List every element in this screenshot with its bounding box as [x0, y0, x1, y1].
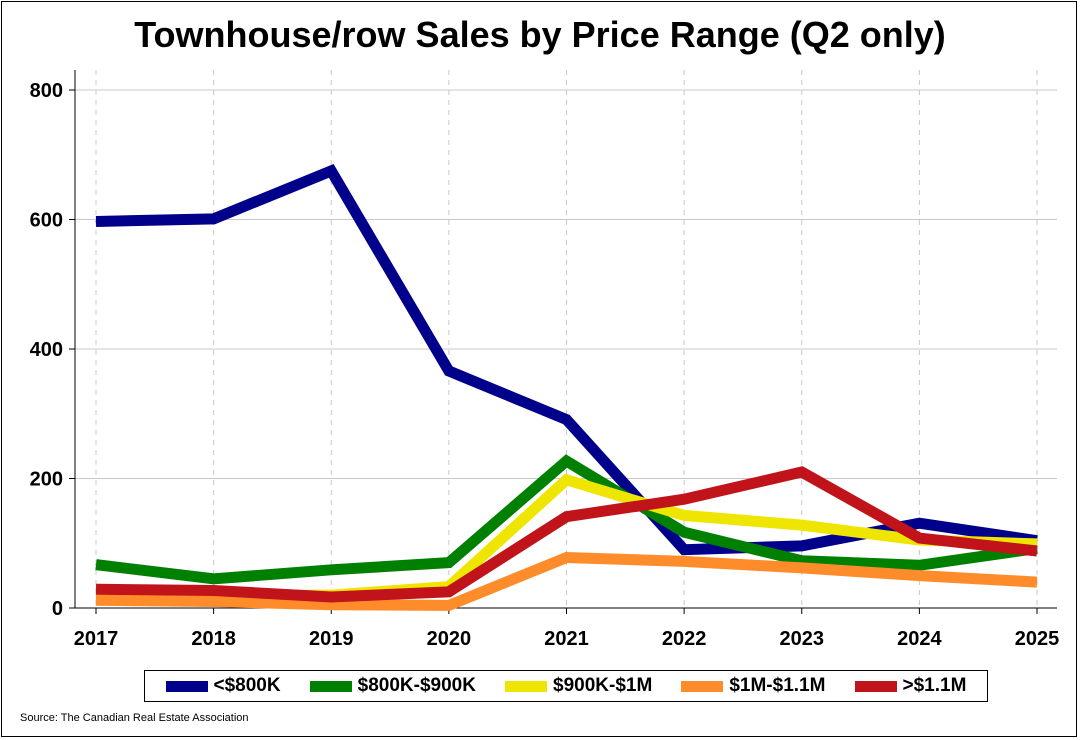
data-point: [683, 531, 685, 533]
x-tick-label: 2021: [544, 628, 589, 650]
data-point: [801, 545, 803, 547]
data-point: [448, 562, 450, 564]
legend-label: <$800K: [213, 675, 281, 696]
data-point: [95, 220, 97, 222]
data-point: [330, 596, 332, 598]
legend-swatch: [165, 680, 208, 692]
data-point: [683, 549, 685, 551]
data-point: [213, 218, 215, 220]
chart-legend: <$800K $800K-$900K $900K-$1M $1M-$1.1M >$1.1…: [144, 670, 988, 702]
data-point: [213, 578, 215, 580]
legend-swatch: [309, 680, 352, 692]
x-tick-label: 2018: [191, 628, 236, 650]
data-point: [683, 498, 685, 500]
data-point: [448, 370, 450, 372]
x-tick-label: 2022: [662, 628, 707, 650]
x-tick-label: 2025: [1015, 628, 1060, 650]
data-point: [918, 564, 920, 566]
data-point: [801, 560, 803, 562]
legend-item: <$800K: [165, 675, 281, 697]
data-point: [566, 479, 567, 481]
data-point: [566, 516, 567, 518]
data-point: [213, 590, 215, 592]
data-point: [801, 567, 803, 569]
y-tick-label: 400: [30, 339, 63, 361]
y-tick-label: 0: [52, 598, 63, 620]
x-tick-label: 2020: [427, 628, 472, 650]
data-point: [95, 599, 97, 601]
data-point: [683, 560, 685, 562]
data-point: [213, 601, 215, 603]
y-tick-label: 800: [30, 80, 63, 102]
data-point: [330, 569, 332, 571]
data-point: [566, 556, 567, 558]
legend-item: $1M-$1.1M: [681, 675, 825, 697]
data-point: [801, 524, 803, 526]
data-point: [918, 522, 920, 524]
data-point: [95, 588, 97, 590]
data-point: [448, 591, 450, 593]
data-point: [330, 170, 332, 172]
legend-label: $900K-$1M: [553, 675, 653, 696]
legend-item: $900K-$1M: [505, 675, 652, 697]
x-tick-label: 2023: [780, 628, 825, 650]
data-point: [683, 514, 685, 516]
source-note: Source: The Canadian Real Estate Associa…: [20, 712, 249, 724]
y-tick-label: 600: [30, 210, 63, 232]
legend-label: $800K-$900K: [357, 675, 476, 696]
data-point: [918, 537, 920, 539]
x-tick-label: 2024: [897, 628, 942, 650]
data-point: [1036, 581, 1038, 583]
legend-label: $1M-$1.1M: [729, 675, 826, 696]
data-point: [566, 419, 567, 421]
y-tick-label: 200: [30, 469, 63, 491]
data-point: [1036, 550, 1038, 552]
data-point: [566, 460, 567, 462]
data-point: [918, 575, 920, 577]
data-point: [801, 471, 803, 473]
legend-swatch: [854, 680, 897, 692]
data-point: [330, 604, 332, 606]
legend-item: $800K-$900K: [309, 675, 476, 697]
x-tick-label: 2019: [309, 628, 354, 650]
legend-label: >$1.1M: [902, 675, 967, 696]
data-point: [448, 604, 450, 606]
data-point: [1036, 543, 1038, 545]
chart-title: Townhouse/row Sales by Price Range (Q2 o…: [134, 14, 946, 55]
x-tick-label: 2017: [74, 628, 119, 650]
legend-item: >$1.1M: [854, 675, 967, 697]
legend-swatch: [681, 680, 724, 692]
legend-swatch: [505, 680, 548, 692]
data-point: [95, 564, 97, 566]
